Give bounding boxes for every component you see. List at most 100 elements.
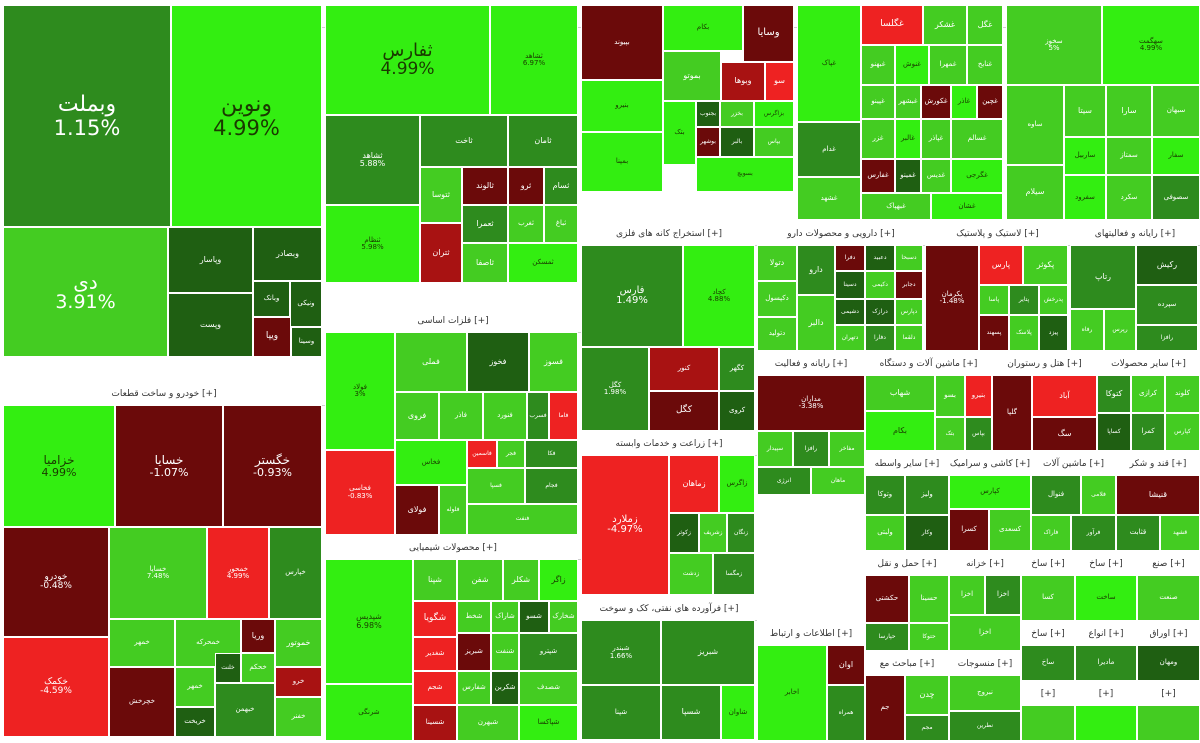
sector-header[interactable]: [+] اطلاعات و ارتباط [757,623,865,646]
stock-tile[interactable]: خچرخش [109,667,175,737]
stock-tile[interactable]: شسو [519,601,549,633]
stock-tile[interactable]: فرآور [1071,515,1116,551]
stock-tile[interactable]: کچاد 4.88% [683,245,755,347]
stock-tile[interactable]: خپارس [269,527,322,619]
stock-tile[interactable]: وبوها [721,62,765,101]
stock-tile[interactable]: ساربیل [1064,137,1106,175]
stock-tile[interactable]: فروی [395,392,439,440]
stock-tile[interactable]: وسینا [291,327,322,357]
stock-tile[interactable]: ولیز [905,475,949,515]
stock-tile[interactable]: سفار [1152,137,1200,175]
stock-tile[interactable]: سگ [1032,417,1097,451]
stock-tile[interactable]: فاراک [1031,515,1071,551]
stock-tile[interactable]: شسپا [661,685,721,740]
stock-tile[interactable]: دکپسول [757,281,797,317]
stock-tile[interactable]: خحکم [241,653,275,683]
stock-tile[interactable] [1021,705,1075,741]
stock-tile[interactable]: شهاب [865,375,935,411]
stock-tile[interactable]: ثاصفا [462,243,508,283]
stock-tile[interactable]: رافزا [793,431,829,467]
stock-tile[interactable]: دفارا [865,325,895,351]
stock-tile[interactable]: ثسام [544,167,578,205]
stock-tile[interactable]: انرژی [757,467,811,495]
stock-tile[interactable]: ساخ [1021,645,1075,681]
stock-tile[interactable] [1137,705,1200,741]
stock-tile[interactable]: فولاد 3% [325,332,395,450]
stock-tile[interactable]: فاسمین [467,440,497,468]
stock-tile[interactable]: بموتو [663,51,721,101]
stock-tile[interactable]: دپارس [895,299,923,325]
stock-tile[interactable]: سیتا [1064,85,1106,137]
stock-tile[interactable]: ثالوند [462,167,508,205]
stock-tile[interactable]: بجنوب [696,101,720,127]
stock-tile[interactable]: شنفت [491,633,519,671]
stock-tile[interactable]: وکار [905,515,949,551]
stock-tile[interactable]: غالبر [895,119,921,159]
stock-tile[interactable]: بوشهر [696,127,720,157]
stock-tile[interactable]: سمتاز [1106,137,1152,175]
stock-tile[interactable]: وسایا [743,5,794,62]
stock-tile[interactable]: ثنظام 5.98% [325,205,420,283]
stock-tile[interactable]: غکورش [921,85,951,119]
stock-tile[interactable]: ونیکی [290,281,322,327]
stock-tile[interactable]: خفنر [275,697,322,737]
stock-tile[interactable]: نبروج [949,675,1021,711]
stock-tile[interactable]: غمهرا [929,45,967,85]
stock-tile[interactable]: رکیش [1136,245,1198,285]
stock-tile[interactable]: بتک [663,101,696,165]
stock-tile[interactable]: بنیرو [965,375,992,417]
stock-tile[interactable]: شصدف [519,671,578,705]
stock-tile[interactable]: زنگان [727,513,755,553]
stock-tile[interactable]: شپترو [519,633,578,671]
stock-tile[interactable]: دفرا [835,245,865,271]
stock-tile[interactable]: دکیمی [865,271,895,299]
stock-tile[interactable]: فجام [525,468,578,504]
stock-tile[interactable]: ولبتی [865,515,905,551]
stock-tile[interactable]: خزامیا 4.99% [3,405,115,527]
stock-tile[interactable]: خلنت [215,653,241,683]
sector-header[interactable]: [+] فرآورده های نفتی، کک و سوخت [581,598,757,621]
stock-tile[interactable]: شغدیر [413,637,457,671]
stock-tile[interactable]: غمینو [895,159,921,193]
stock-tile[interactable]: بمپنا [581,132,663,192]
sector-header[interactable]: [+] [1137,683,1200,706]
stock-tile[interactable]: سارا [1106,85,1152,137]
stock-tile[interactable]: زماهان [669,455,719,513]
stock-tile[interactable]: غبهپاک [861,193,931,220]
stock-tile[interactable]: قثابت [1116,515,1160,551]
stock-tile[interactable]: کگهر [719,347,755,391]
stock-tile[interactable]: ونوین 4.99% [171,5,322,227]
stock-tile[interactable]: کپارس [1165,413,1200,451]
sector-header[interactable]: [+] فلزات اساسی [325,310,581,333]
stock-tile[interactable]: فلامی [1081,475,1116,515]
stock-tile[interactable]: پتایر [1009,285,1039,315]
stock-tile[interactable]: غنوش [895,45,929,85]
sector-header[interactable]: [+] ماشین آلات [1031,453,1116,476]
sector-header[interactable]: [+] صنع [1137,553,1200,576]
stock-tile[interactable]: سهگمت 4.99% [1102,5,1200,85]
stock-tile[interactable]: دعبید [865,245,895,271]
sector-header[interactable]: [+] خزانه [949,553,1021,576]
stock-tile[interactable]: کسعدی [989,509,1031,551]
stock-tile[interactable]: کگل [649,391,719,431]
stock-tile[interactable]: فسرب [527,392,549,440]
stock-tile[interactable]: زکوثر [669,513,699,553]
stock-tile[interactable]: ثامان [508,115,578,167]
stock-tile[interactable]: غسالم [951,119,1003,159]
sector-header[interactable]: [+] ساخ [1021,623,1075,646]
stock-tile[interactable]: دارو [797,245,835,295]
stock-tile[interactable]: پلاسک [1009,315,1039,351]
sector-header[interactable]: [+] سایر محصولات [1097,353,1200,376]
stock-tile[interactable]: وتوکا [865,475,905,515]
stock-tile[interactable]: کمرا [1131,413,1165,451]
stock-tile[interactable]: مادیرا [1075,645,1137,681]
stock-tile[interactable]: غچین [977,85,1003,119]
stock-tile[interactable]: دتولا [757,245,797,281]
stock-tile[interactable]: غپاذر [921,119,951,159]
stock-tile[interactable]: بخزر [720,101,754,127]
sector-header[interactable]: [+] سایر واسطه [865,453,949,476]
stock-tile[interactable]: غفارس [861,159,895,193]
stock-tile[interactable]: شبریز [457,633,491,671]
sector-header[interactable]: [+] کاشی و سرامیک [949,453,1031,476]
stock-tile[interactable]: بپیوند [581,5,663,80]
